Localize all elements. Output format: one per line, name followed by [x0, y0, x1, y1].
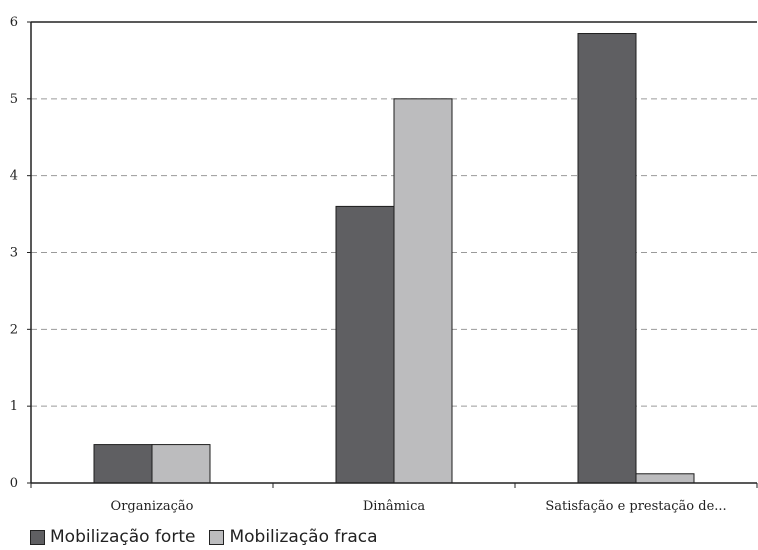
bar-fraca-2 [635, 473, 695, 484]
legend-label-fraca: Mobilização fraca [229, 527, 378, 547]
y-tick-label-4: 4 [10, 169, 18, 184]
legend-swatch-fraca [209, 529, 225, 545]
y-tick-label-2: 2 [10, 322, 18, 337]
x-category-label-0: Organização [111, 499, 194, 514]
y-axis-ticks: 0 1 2 3 4 5 6 [10, 15, 31, 491]
axes [30, 21, 758, 488]
x-category-label-1: Dinâmica [363, 499, 425, 514]
legend-item-forte: Mobilização forte [30, 527, 195, 547]
bars [93, 33, 695, 484]
legend-item-fraca: Mobilização fraca [209, 527, 378, 547]
y-tick-label-1: 1 [10, 399, 18, 414]
y-tick-label-0: 0 [10, 476, 18, 491]
bar-fraca-1 [393, 98, 453, 484]
legend-swatch-forte [30, 529, 45, 545]
bar-forte-2 [577, 33, 637, 484]
x-axis-categories: Organização Dinâmica Satisfação e prestaçã… [111, 499, 727, 514]
x-category-label-2: Satisfação e prestação de... [545, 499, 726, 514]
y-tick-label-6: 6 [10, 15, 18, 30]
legend: Mobilização forte Mobilização fraca [30, 527, 392, 547]
legend-label-forte: Mobilização forte [50, 527, 196, 547]
y-tick-label-3: 3 [10, 246, 18, 261]
bar-forte-0 [93, 444, 153, 484]
y-tick-label-5: 5 [10, 92, 18, 107]
bar-forte-1 [335, 205, 395, 484]
bar-fraca-0 [151, 444, 211, 484]
